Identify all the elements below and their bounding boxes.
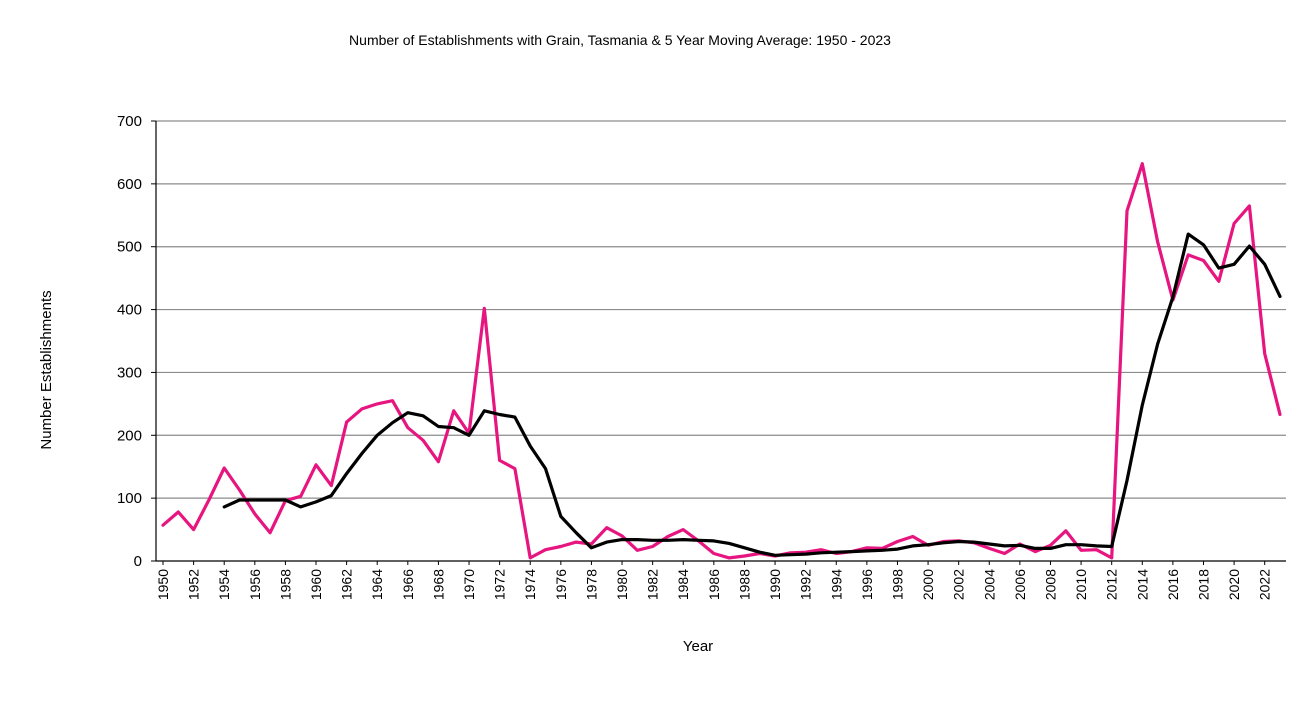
x-tick-label-1954: 1954 [216, 569, 232, 600]
x-tick-label-1950: 1950 [155, 569, 171, 600]
y-tick-label-600: 600 [117, 176, 142, 193]
x-tick-label-1998: 1998 [889, 569, 905, 600]
x-tick-label-1970: 1970 [461, 569, 477, 600]
chart-title: Number of Establishments with Grain, Tas… [349, 32, 891, 48]
x-tick-label-2012: 2012 [1104, 569, 1120, 600]
x-tick-label-1956: 1956 [247, 569, 263, 600]
x-tick-label-1980: 1980 [614, 569, 630, 600]
y-tick-label-100: 100 [117, 490, 142, 507]
x-tick-label-2020: 2020 [1226, 569, 1242, 600]
x-tick-label-2018: 2018 [1195, 569, 1211, 600]
x-tick-label-1976: 1976 [553, 569, 569, 600]
y-axis-tick-labels: 0 100 200 300 400 500 600 700 [117, 113, 142, 570]
x-tick-label-1968: 1968 [430, 569, 446, 600]
x-tick-label-2000: 2000 [920, 569, 936, 600]
x-tick-label-2022: 2022 [1257, 569, 1273, 600]
x-tick-label-1992: 1992 [798, 569, 814, 600]
x-axis-tick-labels: 1950 1952 1954 1956 1958 1960 1962 1964 1966 1968… [155, 569, 1273, 600]
x-tick-label-1966: 1966 [400, 569, 416, 600]
series-line-moving-average [222, 232, 1282, 557]
y-tick-label-300: 300 [117, 364, 142, 381]
x-tick-label-1958: 1958 [277, 569, 293, 600]
axes [151, 120, 1286, 565]
x-tick-label-2008: 2008 [1042, 569, 1058, 600]
x-tick-label-1996: 1996 [859, 569, 875, 600]
x-tick-label-2006: 2006 [1012, 569, 1028, 600]
x-tick-label-2010: 2010 [1073, 569, 1089, 600]
x-tick-label-2002: 2002 [951, 569, 967, 600]
x-tick-label-1962: 1962 [339, 569, 355, 600]
x-tick-label-1964: 1964 [369, 569, 385, 600]
y-tick-label-500: 500 [117, 239, 142, 256]
x-tick-label-2016: 2016 [1165, 569, 1181, 600]
x-tick-label-2014: 2014 [1134, 569, 1150, 600]
x-tick-label-1952: 1952 [186, 569, 202, 600]
x-tick-label-1988: 1988 [736, 569, 752, 600]
x-tick-label-1972: 1972 [492, 569, 508, 600]
x-tick-label-1982: 1982 [645, 569, 661, 600]
x-tick-label-1960: 1960 [308, 569, 324, 600]
y-tick-label-0: 0 [134, 553, 142, 570]
x-tick-label-1986: 1986 [706, 569, 722, 600]
x-tick-label-1974: 1974 [522, 569, 538, 600]
x-tick-label-1994: 1994 [828, 569, 844, 600]
x-tick-label-1978: 1978 [583, 569, 599, 600]
y-axis-title: Number Establishments [38, 290, 55, 449]
x-tick-label-2004: 2004 [981, 569, 997, 600]
x-tick-label-1990: 1990 [767, 569, 783, 600]
y-tick-label-700: 700 [117, 113, 142, 130]
x-axis-title: Year [683, 638, 713, 655]
series-lines [161, 162, 1282, 560]
y-tick-label-200: 200 [117, 427, 142, 444]
series-line-establishments [161, 162, 1282, 560]
x-tick-label-1984: 1984 [675, 569, 691, 600]
y-tick-label-400: 400 [117, 302, 142, 319]
